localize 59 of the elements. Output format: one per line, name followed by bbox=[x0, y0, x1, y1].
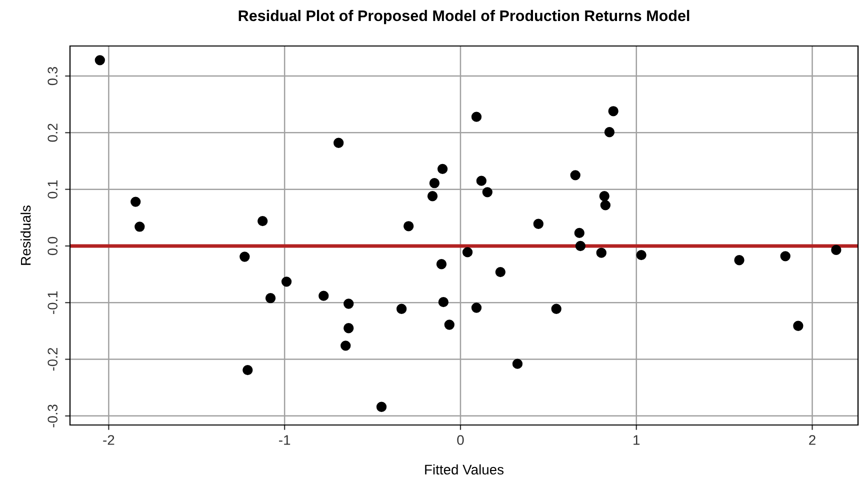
x-tick-label: 2 bbox=[809, 435, 816, 445]
point bbox=[134, 222, 145, 232]
point bbox=[575, 240, 586, 252]
point bbox=[831, 244, 842, 256]
point bbox=[495, 266, 506, 278]
point bbox=[636, 250, 646, 260]
y-tick-label: 0.3 bbox=[48, 66, 58, 86]
point bbox=[340, 340, 351, 351]
point bbox=[608, 106, 618, 116]
x-tick-label: 0 bbox=[457, 435, 464, 445]
point bbox=[596, 248, 606, 258]
point bbox=[462, 247, 473, 258]
point bbox=[437, 164, 448, 174]
point bbox=[599, 191, 610, 202]
point bbox=[604, 127, 615, 138]
y-axis-title: Residuals bbox=[20, 206, 31, 265]
point bbox=[570, 170, 580, 180]
point bbox=[780, 251, 790, 262]
point bbox=[258, 216, 268, 226]
point bbox=[600, 200, 611, 210]
point bbox=[396, 304, 407, 314]
x-axis-title: Fitted Values bbox=[425, 464, 504, 475]
y-tick-label: 0.2 bbox=[48, 124, 58, 142]
chart-title: Residual Plot of Proposed Model of Production Returns Model bbox=[238, 10, 690, 24]
point bbox=[334, 138, 344, 148]
y-tick-label: -0.1 bbox=[48, 291, 58, 314]
point bbox=[281, 276, 292, 287]
x-tick-label: -2 bbox=[103, 435, 114, 445]
point bbox=[444, 320, 454, 330]
point bbox=[318, 290, 329, 301]
point bbox=[242, 364, 253, 376]
y-tick-label: 0.1 bbox=[48, 180, 58, 198]
point bbox=[476, 176, 486, 186]
point bbox=[427, 191, 438, 202]
point bbox=[344, 298, 354, 309]
point bbox=[551, 304, 562, 314]
x-tick-label: 1 bbox=[634, 435, 640, 445]
point bbox=[94, 55, 105, 66]
point bbox=[438, 296, 449, 308]
point bbox=[793, 320, 804, 331]
point bbox=[265, 293, 276, 304]
point bbox=[429, 178, 440, 188]
point bbox=[404, 221, 414, 232]
y-tick-label: 0.0 bbox=[48, 236, 58, 256]
x-tick-label: -1 bbox=[279, 435, 290, 445]
point bbox=[376, 402, 387, 412]
point bbox=[471, 302, 482, 313]
point bbox=[344, 323, 354, 334]
point bbox=[512, 358, 523, 369]
y-tick-label: -0.3 bbox=[48, 404, 58, 428]
point bbox=[734, 255, 744, 266]
y-tick-label: -0.2 bbox=[48, 348, 58, 371]
point bbox=[240, 252, 250, 262]
point bbox=[574, 228, 584, 238]
point bbox=[130, 196, 141, 207]
point bbox=[533, 218, 544, 229]
point bbox=[436, 259, 447, 270]
point bbox=[482, 187, 492, 198]
point bbox=[471, 112, 482, 122]
